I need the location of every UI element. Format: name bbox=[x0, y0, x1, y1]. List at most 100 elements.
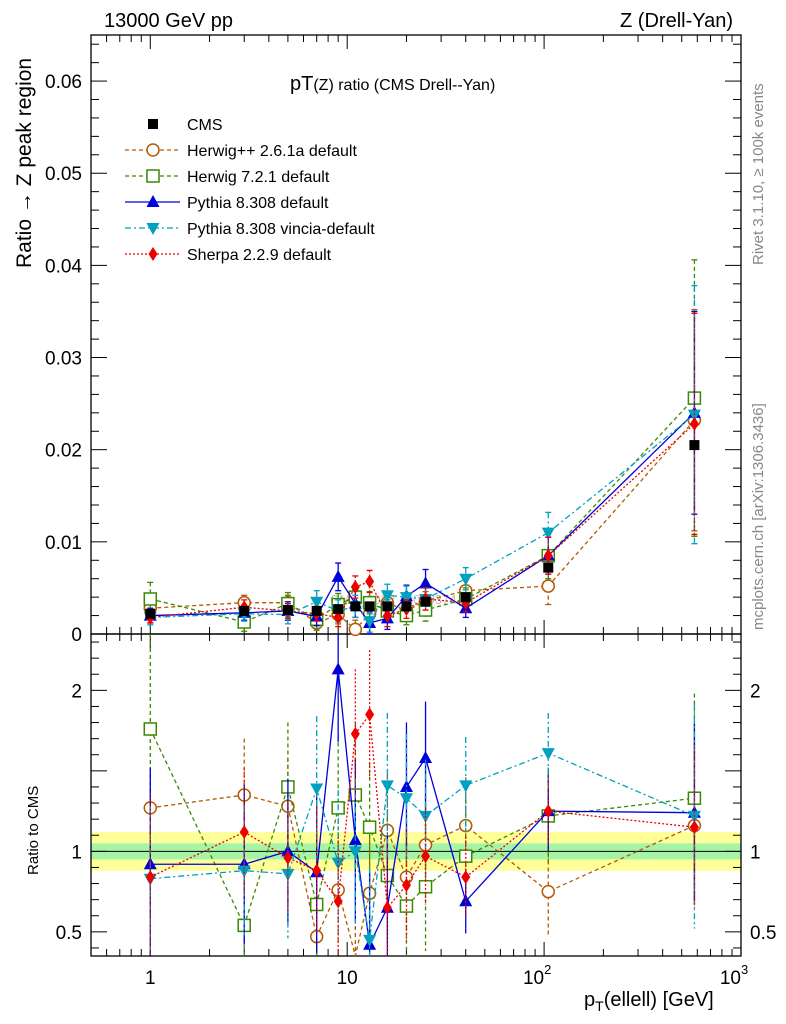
ratio-line bbox=[150, 669, 695, 947]
ratio-point bbox=[333, 894, 343, 909]
y-tick-label: 0 bbox=[71, 625, 82, 646]
series-pythia-8-308-vincia-default bbox=[143, 285, 701, 633]
y-tick-label: 0.02 bbox=[45, 441, 82, 462]
legend: CMS Herwig++ 2.6.1a default Herwig 7.2.1 d… bbox=[125, 117, 375, 264]
chart-title-rest: (Z) ratio (CMS Drell--Yan) bbox=[313, 77, 495, 94]
ratio-point bbox=[331, 857, 345, 870]
x-tick-label: 10 bbox=[720, 968, 741, 989]
cms-data-point bbox=[543, 562, 554, 573]
legend-label: Pythia 8.308 vincia-default bbox=[187, 221, 375, 238]
y-tick-label: 0.05 bbox=[45, 164, 82, 185]
rivet-label: Rivet 3.1.10, ≥ 100k events bbox=[750, 83, 767, 265]
ratio-point bbox=[689, 820, 699, 835]
ratio-point bbox=[312, 863, 322, 878]
data-point bbox=[399, 592, 413, 605]
legend-label: Pythia 8.308 default bbox=[187, 195, 329, 212]
cms-data-point bbox=[282, 605, 293, 616]
data-point bbox=[687, 409, 701, 422]
series-sherpa-2-2-9-default bbox=[145, 312, 699, 628]
y-tick-label: 0.01 bbox=[45, 533, 82, 554]
data-point bbox=[365, 574, 375, 589]
ratio-point bbox=[458, 849, 473, 863]
ratio-point bbox=[331, 662, 345, 675]
header-right: Z (Drell-Yan) bbox=[620, 10, 733, 32]
cms-data-point bbox=[460, 592, 471, 603]
legend-entry: Herwig++ 2.6.1a default bbox=[125, 143, 357, 160]
cms-data-point bbox=[364, 601, 375, 612]
ratio-point bbox=[401, 878, 411, 893]
cms-data-point bbox=[145, 608, 156, 619]
cms-data-point bbox=[350, 601, 361, 612]
data-point bbox=[541, 527, 555, 540]
cms-data-point bbox=[333, 604, 344, 615]
data-point bbox=[363, 616, 377, 629]
ratio-point bbox=[239, 825, 249, 840]
ratio-point bbox=[145, 870, 155, 885]
ratio-point bbox=[459, 894, 473, 907]
x-tick-label: 10 bbox=[337, 968, 358, 989]
main-series bbox=[143, 259, 702, 637]
legend-label: CMS bbox=[187, 117, 223, 134]
ratio-series bbox=[143, 634, 702, 957]
y-tick-label-right: 0.5 bbox=[750, 923, 776, 944]
cms-data-point bbox=[420, 596, 431, 607]
series-herwig-7-2-1-default bbox=[143, 259, 702, 632]
ratio-point bbox=[399, 793, 413, 806]
ratio-series-pythia-8-308-vincia-default bbox=[143, 703, 701, 956]
ratio-point bbox=[363, 934, 377, 947]
series-pythia-8-308-default bbox=[143, 310, 701, 635]
legend-entry: Pythia 8.308 default bbox=[125, 195, 329, 212]
cms-data-point bbox=[382, 601, 393, 612]
ratio-point bbox=[541, 748, 555, 761]
cms-data-point bbox=[401, 601, 412, 612]
y-tick-label: 0.03 bbox=[45, 349, 82, 370]
data-point bbox=[382, 608, 392, 623]
ratio-series-pythia-8-308-default bbox=[143, 634, 701, 956]
legend-marker bbox=[146, 223, 160, 235]
data-point bbox=[331, 569, 345, 582]
ratio-ylabel: Ratio to CMS bbox=[25, 786, 42, 875]
series-line bbox=[150, 414, 695, 623]
x-axis-title: pT(ellell) [GeV] bbox=[584, 989, 714, 1014]
legend-marker bbox=[148, 247, 158, 261]
x-tick-label-exponent: 3 bbox=[741, 962, 748, 977]
y-tick-label: 1 bbox=[71, 842, 82, 863]
ratio-point bbox=[380, 780, 394, 793]
data-point bbox=[689, 416, 699, 431]
data-point bbox=[543, 548, 553, 563]
series-cms bbox=[145, 440, 700, 619]
ratio-point bbox=[687, 810, 701, 823]
cms-data-point bbox=[311, 605, 322, 616]
ratio-point bbox=[365, 707, 375, 722]
ratio-point bbox=[362, 820, 377, 834]
legend-label: Herwig 7.2.1 default bbox=[187, 169, 330, 186]
data-point bbox=[348, 622, 363, 637]
data-point bbox=[310, 596, 324, 609]
data-point bbox=[350, 580, 360, 595]
series-line bbox=[150, 397, 695, 623]
ratio-point bbox=[421, 849, 431, 864]
ratio-point bbox=[143, 722, 158, 736]
legend-entry-cms: CMS bbox=[148, 117, 223, 134]
plot-frame bbox=[90, 633, 742, 957]
ratio-point bbox=[461, 870, 471, 885]
ratio-point bbox=[418, 880, 433, 894]
ratio-point bbox=[350, 726, 360, 741]
cms-data-point bbox=[239, 605, 250, 616]
data-point bbox=[459, 573, 473, 586]
main-ylabel: Ratio → Z peak region bbox=[13, 58, 36, 268]
ratio-panel: 1 10 10 2 10 30.5 0.51 12 2 bbox=[56, 633, 776, 989]
x-tick-label: 1 bbox=[145, 968, 156, 989]
legend-entry: Pythia 8.308 vincia-default bbox=[125, 221, 375, 238]
chart-title-main: pT bbox=[290, 73, 313, 95]
ratio-point bbox=[419, 750, 433, 763]
legend-marker bbox=[148, 119, 158, 129]
legend-marker bbox=[146, 195, 160, 207]
ratio-point bbox=[543, 804, 553, 819]
ratio-series-herwig-7-2-1-default bbox=[143, 634, 702, 956]
ratio-point bbox=[310, 783, 324, 796]
y-tick-label-right: 1 bbox=[750, 842, 761, 863]
y-tick-label: 0.04 bbox=[45, 256, 82, 277]
ratio-point bbox=[382, 900, 392, 915]
